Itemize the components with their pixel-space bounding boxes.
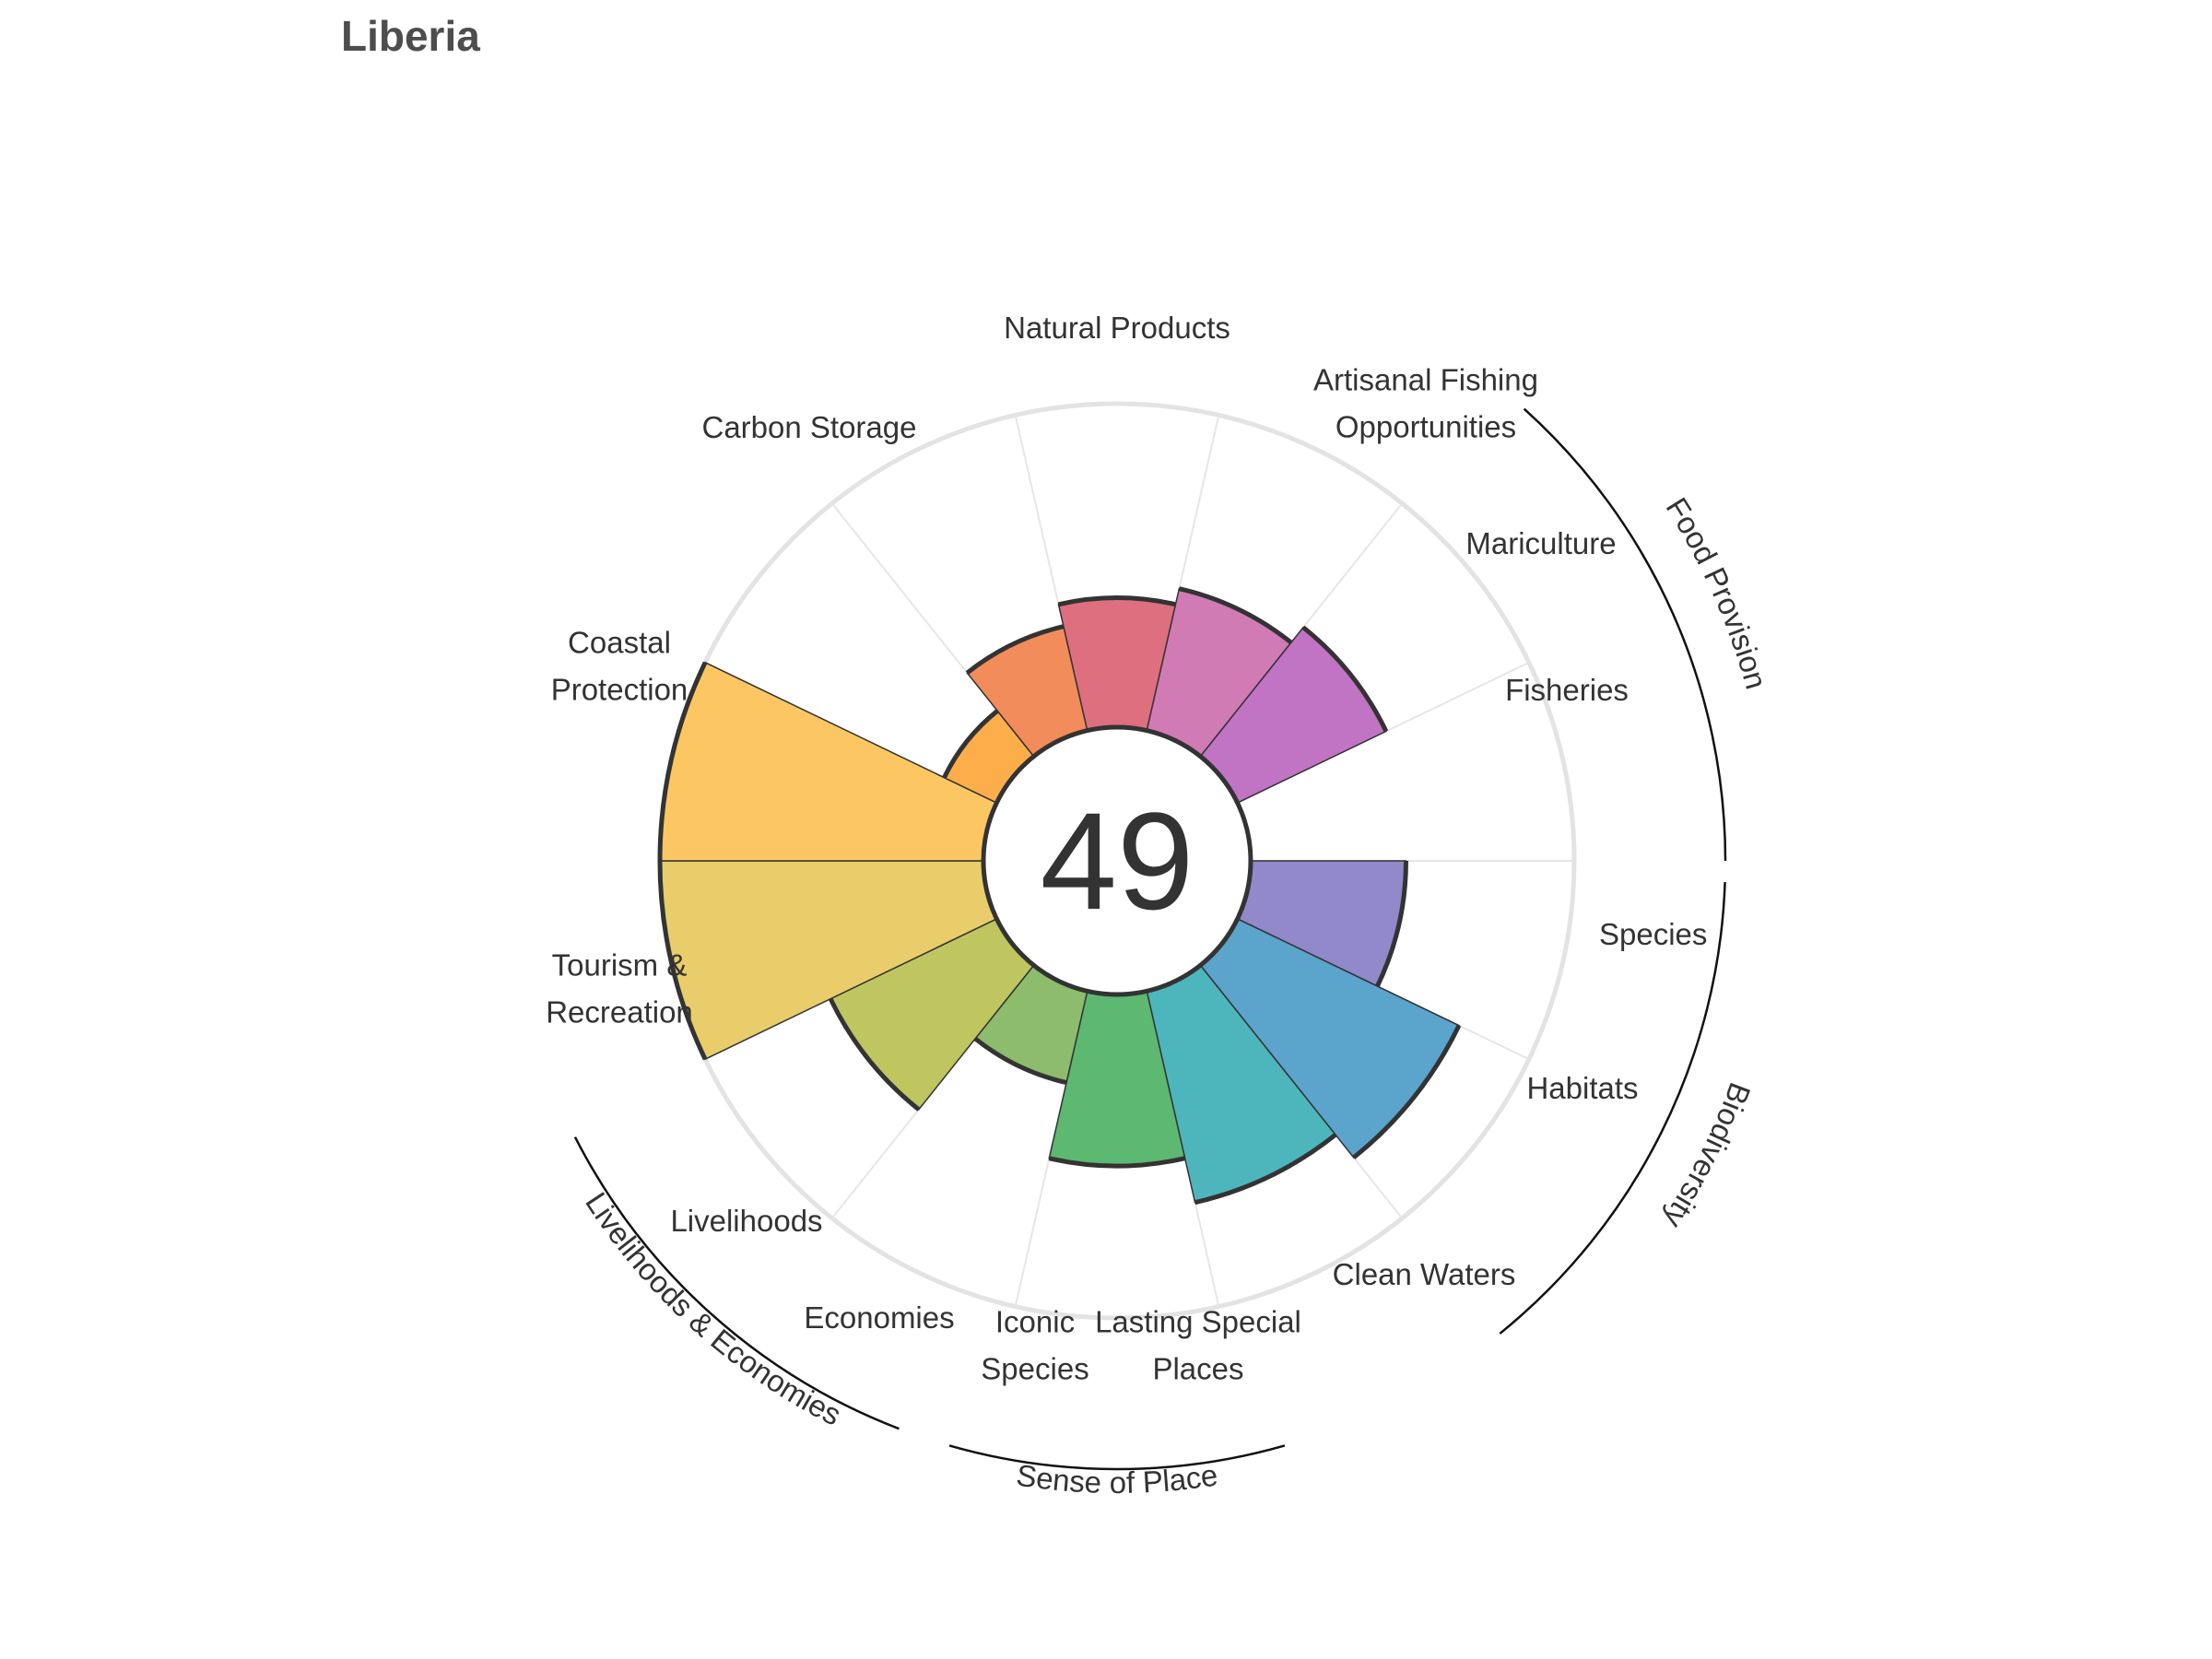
category-label: Lasting Special Places (1095, 1305, 1301, 1386)
group-label: Food Provision (1659, 491, 1773, 692)
petal-edge (1301, 625, 1389, 733)
center-circle (981, 724, 1253, 997)
group-label: Biodiversity (1656, 1078, 1757, 1235)
category-label: Habitats (1526, 1071, 1638, 1105)
category-label: Economies (804, 1300, 954, 1335)
petal-edge (942, 709, 999, 779)
petal-edge (1178, 586, 1293, 645)
petals (657, 586, 1462, 1206)
category-label: Natural Products (1004, 311, 1230, 345)
category-label: Artisanal Fishing Opportunities (1313, 363, 1538, 444)
category-labels: Fisheries Species Habitats Clean Waters Last… (546, 311, 1707, 1386)
group-bracket (1523, 407, 1727, 862)
petal-edge (657, 860, 708, 1061)
overall-score: 49 (1041, 783, 1194, 938)
category-label: Coastal Protection (551, 626, 688, 707)
petal (659, 661, 998, 862)
group-label: Sense of Place (1014, 1457, 1219, 1500)
chart-title: Liberia (341, 12, 480, 60)
category-label: Carbon Storage (702, 410, 917, 444)
petal-edge (1352, 1024, 1462, 1159)
category-label: Fisheries (1505, 673, 1629, 707)
petal-edge (965, 624, 1065, 676)
group-bracket (948, 1444, 1286, 1471)
group-bracket (1499, 881, 1726, 1335)
category-label: Species (1599, 917, 1707, 951)
petal-edge (1048, 1156, 1186, 1169)
petal-edge (1194, 1133, 1337, 1206)
category-label: Mariculture (1465, 526, 1616, 560)
petal-edge (657, 661, 708, 862)
category-label: Tourism & Recreation (546, 948, 693, 1030)
petal-edge (973, 1036, 1067, 1086)
category-label: Iconic Species (981, 1305, 1088, 1386)
category-label: Clean Waters (1333, 1257, 1516, 1291)
petal-edge (1375, 860, 1408, 988)
category-label: Livelihoods (670, 1204, 822, 1238)
group-bracket (573, 1136, 900, 1430)
petal-edge (1057, 595, 1177, 607)
petal-edge (828, 997, 921, 1112)
